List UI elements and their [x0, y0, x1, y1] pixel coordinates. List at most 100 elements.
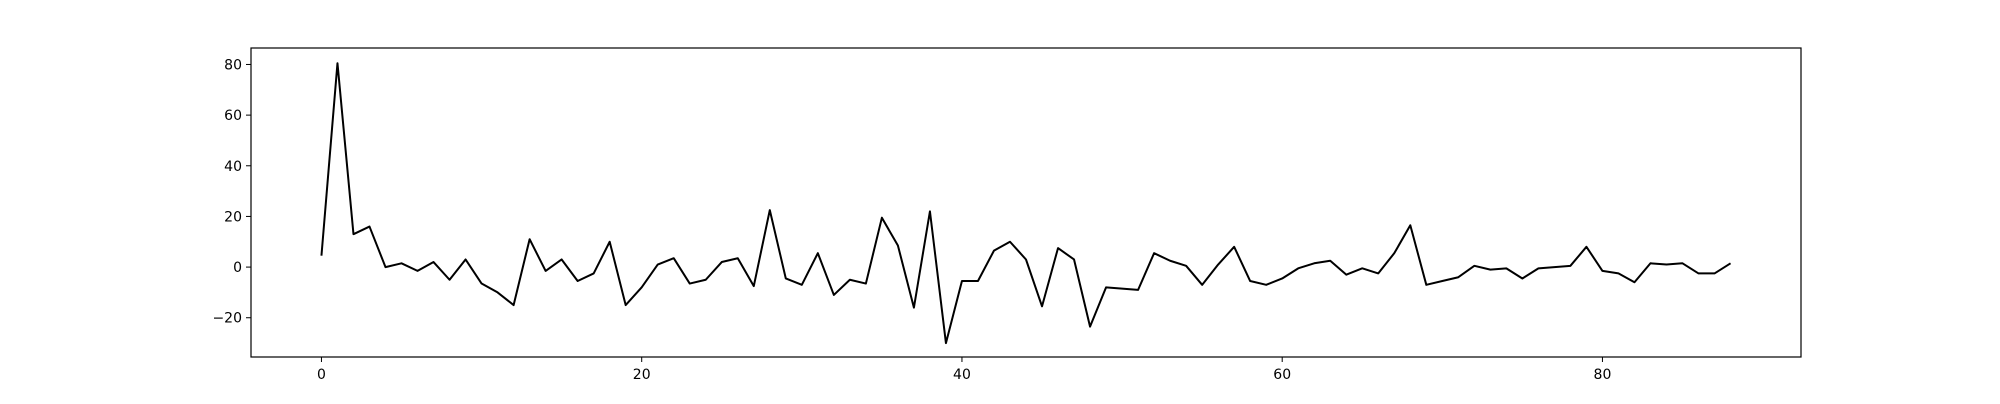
data-point — [417, 270, 419, 272]
data-point — [1201, 284, 1203, 286]
data-point — [1730, 262, 1732, 264]
data-point — [1329, 260, 1331, 262]
data-point — [561, 258, 563, 260]
data-point — [1249, 280, 1251, 282]
data-point — [401, 262, 403, 264]
data-point — [529, 238, 531, 240]
data-point — [385, 266, 387, 268]
data-point — [1281, 277, 1283, 279]
data-point — [1521, 277, 1523, 279]
data-point — [1041, 305, 1043, 307]
data-point — [465, 258, 467, 260]
data-point — [1297, 267, 1299, 269]
x-tick-label: 40 — [953, 367, 971, 383]
data-point — [609, 241, 611, 243]
data-point — [1185, 265, 1187, 267]
data-point — [577, 280, 579, 282]
data-point — [673, 257, 675, 259]
x-tick-label: 60 — [1273, 367, 1291, 383]
data-point — [336, 62, 338, 64]
axes: 0 20 40 60 80 −20 0 20 40 60 80 — [212, 47, 1802, 383]
data-point — [1137, 289, 1139, 291]
data-point — [1714, 272, 1716, 274]
y-tick-label: 40 — [224, 159, 242, 175]
data-point — [641, 286, 643, 288]
data-point — [1345, 274, 1347, 276]
data-point — [1457, 276, 1459, 278]
data-point — [1377, 272, 1379, 274]
data-point — [1393, 252, 1395, 254]
data-point — [481, 283, 483, 285]
data-point — [1698, 272, 1700, 274]
y-tick-label: −20 — [212, 311, 242, 327]
data-point — [817, 252, 819, 254]
data-point — [833, 294, 835, 296]
data-point — [1666, 264, 1668, 266]
data-point — [513, 304, 515, 306]
data-point — [1537, 267, 1539, 269]
y-tick-label: 60 — [224, 108, 242, 124]
data-point — [1313, 262, 1315, 264]
data-point — [689, 283, 691, 285]
data-point — [1649, 262, 1651, 264]
data-point — [1025, 258, 1027, 260]
data-point — [961, 280, 963, 282]
data-point — [368, 226, 370, 228]
data-point — [545, 270, 547, 272]
data-point — [1489, 269, 1491, 271]
x-tick-label: 0 — [317, 367, 326, 383]
data-point — [625, 304, 627, 306]
data-point — [1569, 265, 1571, 267]
data-point — [1105, 286, 1107, 288]
data-point — [593, 272, 595, 274]
y-tick-label: 20 — [224, 209, 242, 225]
data-point — [705, 279, 707, 281]
data-point — [1169, 260, 1171, 262]
data-point — [785, 277, 787, 279]
data-point — [1617, 272, 1619, 274]
data-point — [769, 209, 771, 211]
data-point — [913, 307, 915, 309]
data-point — [881, 217, 883, 219]
data-point — [865, 283, 867, 285]
data-point — [1585, 246, 1587, 248]
data-point — [1425, 284, 1427, 286]
data-point — [977, 280, 979, 282]
data-point — [849, 279, 851, 281]
data-point — [1217, 264, 1219, 266]
x-tick-label: 80 — [1594, 367, 1612, 383]
series-line-0 — [320, 62, 1732, 345]
data-point — [753, 285, 755, 287]
data-point — [352, 233, 354, 235]
data-point — [433, 261, 435, 263]
data-point — [449, 279, 451, 281]
data-point — [1505, 267, 1507, 269]
data-point — [737, 257, 739, 259]
data-point — [497, 291, 499, 293]
data-point — [1121, 288, 1123, 290]
plot-frame — [250, 47, 1802, 358]
data-point — [1009, 241, 1011, 243]
data-point — [801, 284, 803, 286]
data-point — [1057, 247, 1059, 249]
data-point — [1361, 267, 1363, 269]
data-point — [1682, 262, 1684, 264]
data-point — [1233, 246, 1235, 248]
data-point — [721, 261, 723, 263]
data-point — [1409, 224, 1411, 226]
plot-area — [320, 62, 1732, 345]
data-point — [993, 250, 995, 252]
data-point — [1553, 266, 1555, 268]
data-point — [1601, 270, 1603, 272]
data-point — [1089, 326, 1091, 328]
data-point — [1265, 284, 1267, 286]
x-tick-label: 20 — [633, 367, 651, 383]
data-point — [897, 245, 899, 247]
data-point — [1473, 265, 1475, 267]
data-point — [1073, 258, 1075, 260]
data-point — [1633, 281, 1635, 283]
y-tick-label: 80 — [224, 57, 242, 73]
data-point — [320, 255, 322, 257]
data-point — [657, 264, 659, 266]
